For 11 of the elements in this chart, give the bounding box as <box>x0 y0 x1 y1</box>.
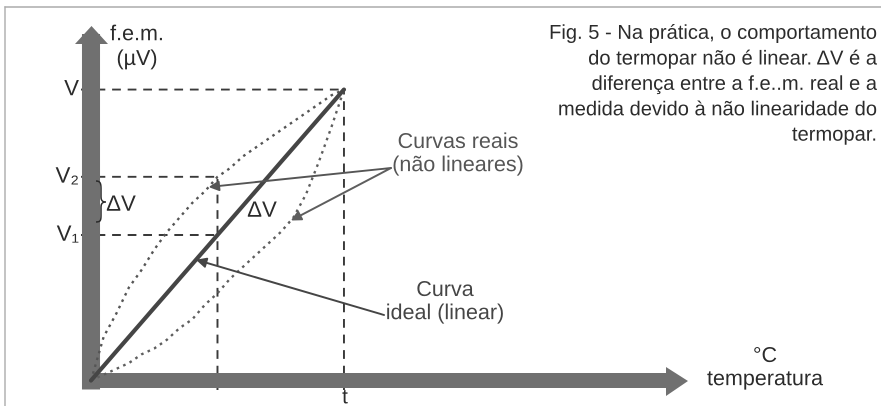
text: Curva ideal (linear) <box>387 280 503 324</box>
text: °C temperatura <box>707 346 824 390</box>
ref-line-label: V₁ <box>56 225 78 243</box>
ref-line-label: V <box>64 80 79 96</box>
text: Curvas reais (não lineares) <box>394 132 522 176</box>
text: t <box>342 390 348 404</box>
text: Fig. 5 - Na prática, o comportamento do termopar não é linear. ΔV é a diferença entre a f.e..m. real e a medida devido à não linearidade do termopar. <box>550 24 878 145</box>
annotation: ΔV <box>248 201 277 217</box>
y-axis-title: f.e.m. (µV) <box>110 24 162 70</box>
annotation: ΔV <box>106 195 136 211</box>
ref-line-label: V₂ <box>56 167 78 184</box>
